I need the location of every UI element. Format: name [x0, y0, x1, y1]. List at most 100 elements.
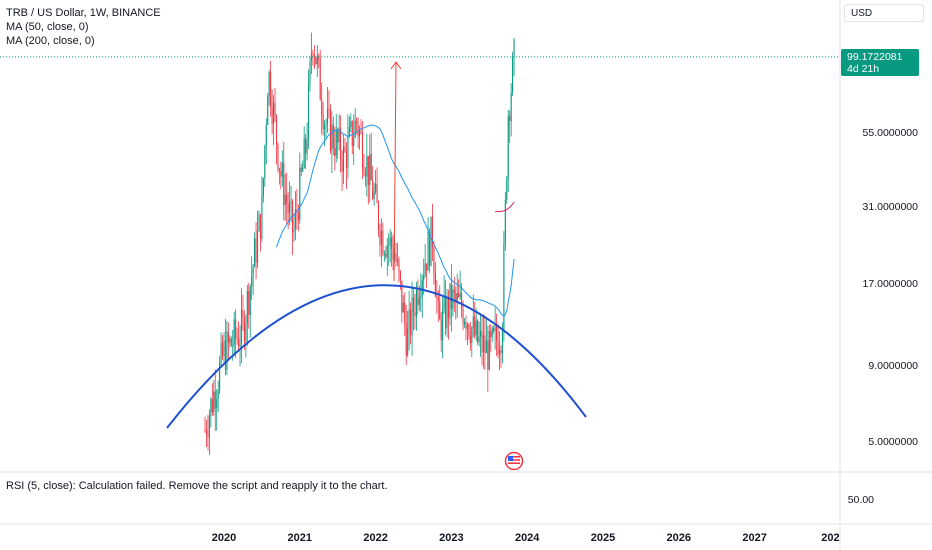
candle-body	[251, 276, 253, 287]
candle-body	[459, 293, 461, 298]
candle-body	[462, 308, 464, 325]
candle-body	[256, 231, 259, 263]
ma200-line	[495, 201, 515, 213]
candle-body	[411, 297, 413, 336]
candle-body	[325, 123, 327, 126]
candle-body	[402, 302, 404, 313]
candle-body	[283, 162, 285, 206]
candle-body	[270, 71, 272, 108]
candle-body	[274, 102, 276, 116]
legend-ma50[interactable]: MA (50, close, 0)	[6, 21, 89, 33]
candle-body	[332, 124, 334, 148]
candle-body	[305, 138, 307, 154]
candle-body	[255, 238, 257, 263]
time-tick-label: 2024	[514, 532, 540, 544]
candle-body	[417, 289, 419, 306]
candle-body	[351, 121, 353, 147]
candle-body	[418, 297, 420, 306]
candle-body	[399, 271, 401, 281]
candle-body	[297, 212, 299, 221]
candle-body	[229, 338, 231, 343]
candle-body	[401, 280, 403, 313]
candle-body	[281, 162, 283, 177]
candle-body	[242, 309, 244, 318]
candle-body	[299, 167, 301, 221]
us-flag-event-icon[interactable]	[504, 451, 524, 471]
candle-body	[506, 178, 508, 200]
candle-body	[227, 331, 229, 343]
candle-body	[482, 335, 485, 353]
candle-body	[306, 139, 308, 154]
candle-body	[280, 170, 282, 177]
candle-body	[329, 109, 331, 151]
candle-body	[440, 319, 442, 341]
candle-body	[224, 340, 227, 370]
candle-body	[437, 297, 439, 302]
candle-body	[220, 342, 222, 363]
time-tick-label: 202	[821, 532, 840, 544]
candle-body	[207, 435, 209, 437]
candle-body	[248, 291, 250, 315]
candle-body	[501, 329, 503, 354]
candle-body	[259, 214, 261, 239]
candle-body	[353, 137, 355, 147]
arrow-drawing[interactable]	[393, 62, 397, 282]
candle-body	[357, 123, 359, 137]
candle-body	[216, 399, 218, 409]
candle-body	[389, 237, 391, 246]
candle-body	[513, 39, 515, 57]
legend-ma200[interactable]: MA (200, close, 0)	[6, 35, 95, 47]
candle-body	[345, 150, 347, 168]
candle-body	[230, 338, 232, 346]
price-tick-label: 55.0000000	[862, 126, 918, 139]
candle-body	[436, 296, 438, 298]
candle-body	[310, 53, 313, 61]
candle-body	[221, 342, 224, 357]
candle-body	[391, 237, 393, 249]
price-tick-label: 17.0000000	[862, 278, 918, 291]
candle-body	[373, 191, 375, 199]
candle-body	[407, 328, 409, 356]
currency-button[interactable]: USD	[844, 4, 924, 22]
candle-body	[405, 323, 407, 356]
candle-body	[258, 214, 260, 232]
candle-body	[484, 335, 486, 354]
candle-body	[453, 289, 455, 294]
candle-body	[477, 320, 479, 343]
candle-body	[485, 340, 487, 354]
candle-body	[500, 350, 502, 354]
candle-body	[321, 99, 323, 115]
candle-body	[412, 297, 415, 313]
candle-body	[392, 248, 394, 261]
candle-body	[456, 293, 458, 301]
candle-body	[439, 301, 441, 320]
overlays-layer	[0, 56, 840, 471]
candle-body	[286, 194, 288, 204]
legend-symbol[interactable]: TRB / US Dollar, 1W, BINANCE	[6, 7, 161, 19]
candle-body	[447, 296, 450, 319]
candle-body	[503, 243, 505, 330]
candle-body	[287, 203, 289, 213]
candle-body	[239, 343, 241, 347]
candle-body	[494, 326, 496, 331]
candle-body	[364, 174, 366, 177]
candle-body	[338, 128, 340, 143]
candle-body	[433, 246, 435, 274]
candle-body	[204, 429, 206, 431]
candle-body	[235, 319, 237, 339]
candle-body	[493, 328, 495, 331]
candle-body	[261, 196, 263, 239]
candle-body	[277, 144, 279, 169]
candle-body	[337, 130, 339, 143]
rsi-error-message[interactable]: RSI (5, close): Calculation failed. Remo…	[6, 480, 388, 492]
candle-body	[322, 114, 324, 130]
candle-body	[480, 331, 482, 337]
arc-drawing[interactable]	[166, 284, 587, 429]
candle-body	[396, 258, 399, 262]
candle-body	[366, 156, 368, 177]
candle-body	[262, 178, 264, 197]
candle-body	[271, 107, 273, 124]
candle-body	[431, 216, 433, 247]
